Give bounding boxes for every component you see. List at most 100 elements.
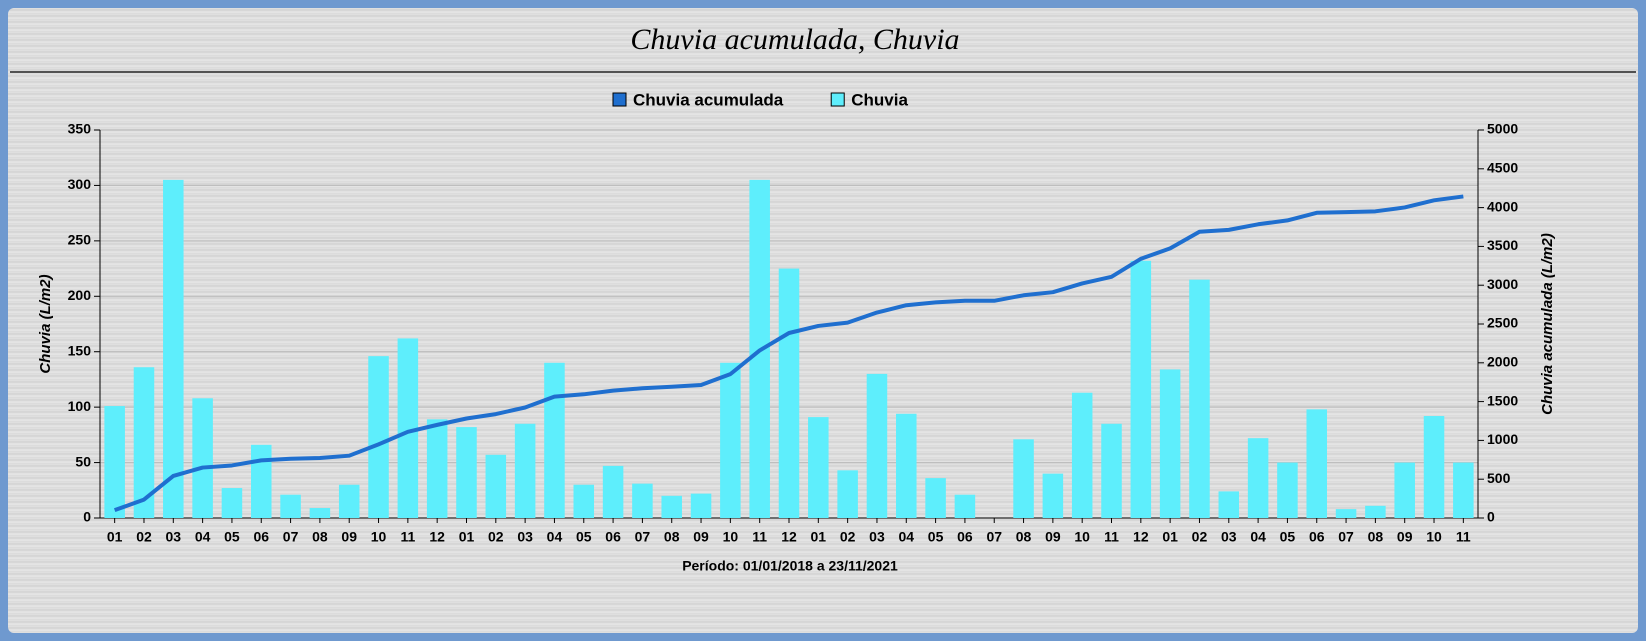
x-tick-label: 07 [986, 529, 1002, 545]
y2-axis-label: Chuvia acumulada (L/m2) [1539, 233, 1556, 415]
bar [808, 417, 829, 518]
panel [8, 8, 1638, 633]
x-tick-label: 05 [928, 529, 944, 545]
x-tick-label: 11 [1104, 529, 1119, 545]
y-tick-label: 350 [68, 121, 92, 137]
y-axis-label: Chuvia (L/m2) [37, 274, 54, 373]
x-tick-label: 08 [312, 529, 328, 545]
x-tick-label: 09 [693, 529, 709, 545]
bar [1218, 491, 1240, 518]
y2-tick-label: 2500 [1487, 315, 1518, 331]
bar [250, 444, 272, 518]
bar [1071, 392, 1093, 518]
bar [778, 268, 800, 518]
bar [720, 362, 741, 518]
bar [368, 356, 389, 518]
y2-tick-label: 1500 [1487, 392, 1518, 408]
bar [221, 488, 243, 518]
y-tick-label: 100 [68, 398, 92, 414]
x-tick-label: 06 [957, 529, 973, 545]
bar [163, 179, 184, 518]
x-tick-label: 01 [1162, 529, 1178, 545]
y2-tick-label: 1000 [1487, 431, 1518, 447]
y2-tick-label: 0 [1487, 509, 1495, 525]
bar [954, 494, 976, 518]
x-tick-label: 11 [400, 529, 415, 545]
x-tick-label: 03 [166, 529, 182, 545]
bar [1394, 462, 1415, 518]
x-tick-label: 10 [1074, 529, 1090, 545]
bar [1365, 505, 1386, 518]
bar [1453, 462, 1474, 518]
x-tick-label: 11 [1456, 529, 1471, 545]
x-tick-label: 07 [1338, 529, 1354, 545]
bar [1159, 369, 1181, 518]
y-tick-label: 250 [68, 232, 92, 248]
y-tick-label: 200 [68, 287, 92, 303]
bar [690, 493, 712, 518]
y-tick-label: 0 [83, 509, 91, 525]
bar [280, 494, 301, 518]
bar [1042, 473, 1064, 518]
bar [544, 362, 565, 518]
x-tick-label: 01 [811, 529, 827, 545]
x-tick-label: 04 [195, 529, 211, 545]
x-tick-label: 06 [253, 529, 269, 545]
x-tick-label: 10 [1426, 529, 1442, 545]
x-tick-label: 02 [136, 529, 152, 545]
bar [925, 478, 946, 518]
bar [192, 398, 213, 518]
bar [1189, 279, 1210, 518]
bar [397, 338, 419, 518]
x-tick-label: 08 [1368, 529, 1384, 545]
y-tick-label: 150 [68, 342, 92, 358]
bar [1277, 462, 1298, 518]
bar [1101, 423, 1122, 518]
y-tick-label: 50 [75, 453, 91, 469]
x-tick-label: 04 [1250, 529, 1266, 545]
bar [632, 483, 653, 518]
x-axis-label: Período: 01/01/2018 a 23/11/2021 [682, 558, 898, 574]
chart-title: Chuvia acumulada, Chuvia [630, 23, 959, 56]
bar [602, 465, 624, 518]
y2-tick-label: 2000 [1487, 354, 1518, 370]
x-tick-label: 03 [869, 529, 885, 545]
y2-tick-label: 5000 [1487, 121, 1518, 137]
x-tick-label: 12 [429, 529, 445, 545]
x-tick-label: 01 [459, 529, 475, 545]
x-tick-label: 10 [371, 529, 387, 545]
bar [104, 406, 125, 518]
legend-swatch [830, 92, 845, 107]
bar [309, 508, 331, 518]
y2-tick-label: 4000 [1487, 198, 1518, 214]
bar [485, 454, 507, 518]
line [113, 194, 1464, 513]
bar [1247, 438, 1269, 518]
bar [896, 413, 917, 518]
x-tick-label: 03 [517, 529, 533, 545]
bar [456, 427, 477, 518]
bar [1335, 509, 1357, 518]
x-tick-label: 05 [224, 529, 240, 545]
x-tick-label: 05 [1280, 529, 1296, 545]
x-tick-label: 11 [752, 529, 767, 545]
x-tick-label: 08 [1016, 529, 1032, 545]
x-tick-label: 12 [781, 529, 797, 545]
x-tick-label: 03 [1221, 529, 1237, 545]
bar [866, 373, 888, 518]
bar [1306, 409, 1328, 518]
bar [1423, 416, 1445, 518]
x-tick-label: 12 [1133, 529, 1149, 545]
y2-tick-label: 3500 [1487, 237, 1518, 253]
y-tick-label: 300 [68, 176, 92, 192]
bar [426, 419, 448, 518]
x-tick-label: 06 [605, 529, 621, 545]
x-tick-label: 02 [488, 529, 504, 545]
y2-tick-label: 4500 [1487, 160, 1518, 176]
bar [1130, 260, 1152, 518]
x-tick-label: 02 [1192, 529, 1208, 545]
x-tick-label: 09 [1397, 529, 1413, 545]
y2-tick-label: 500 [1487, 470, 1511, 486]
